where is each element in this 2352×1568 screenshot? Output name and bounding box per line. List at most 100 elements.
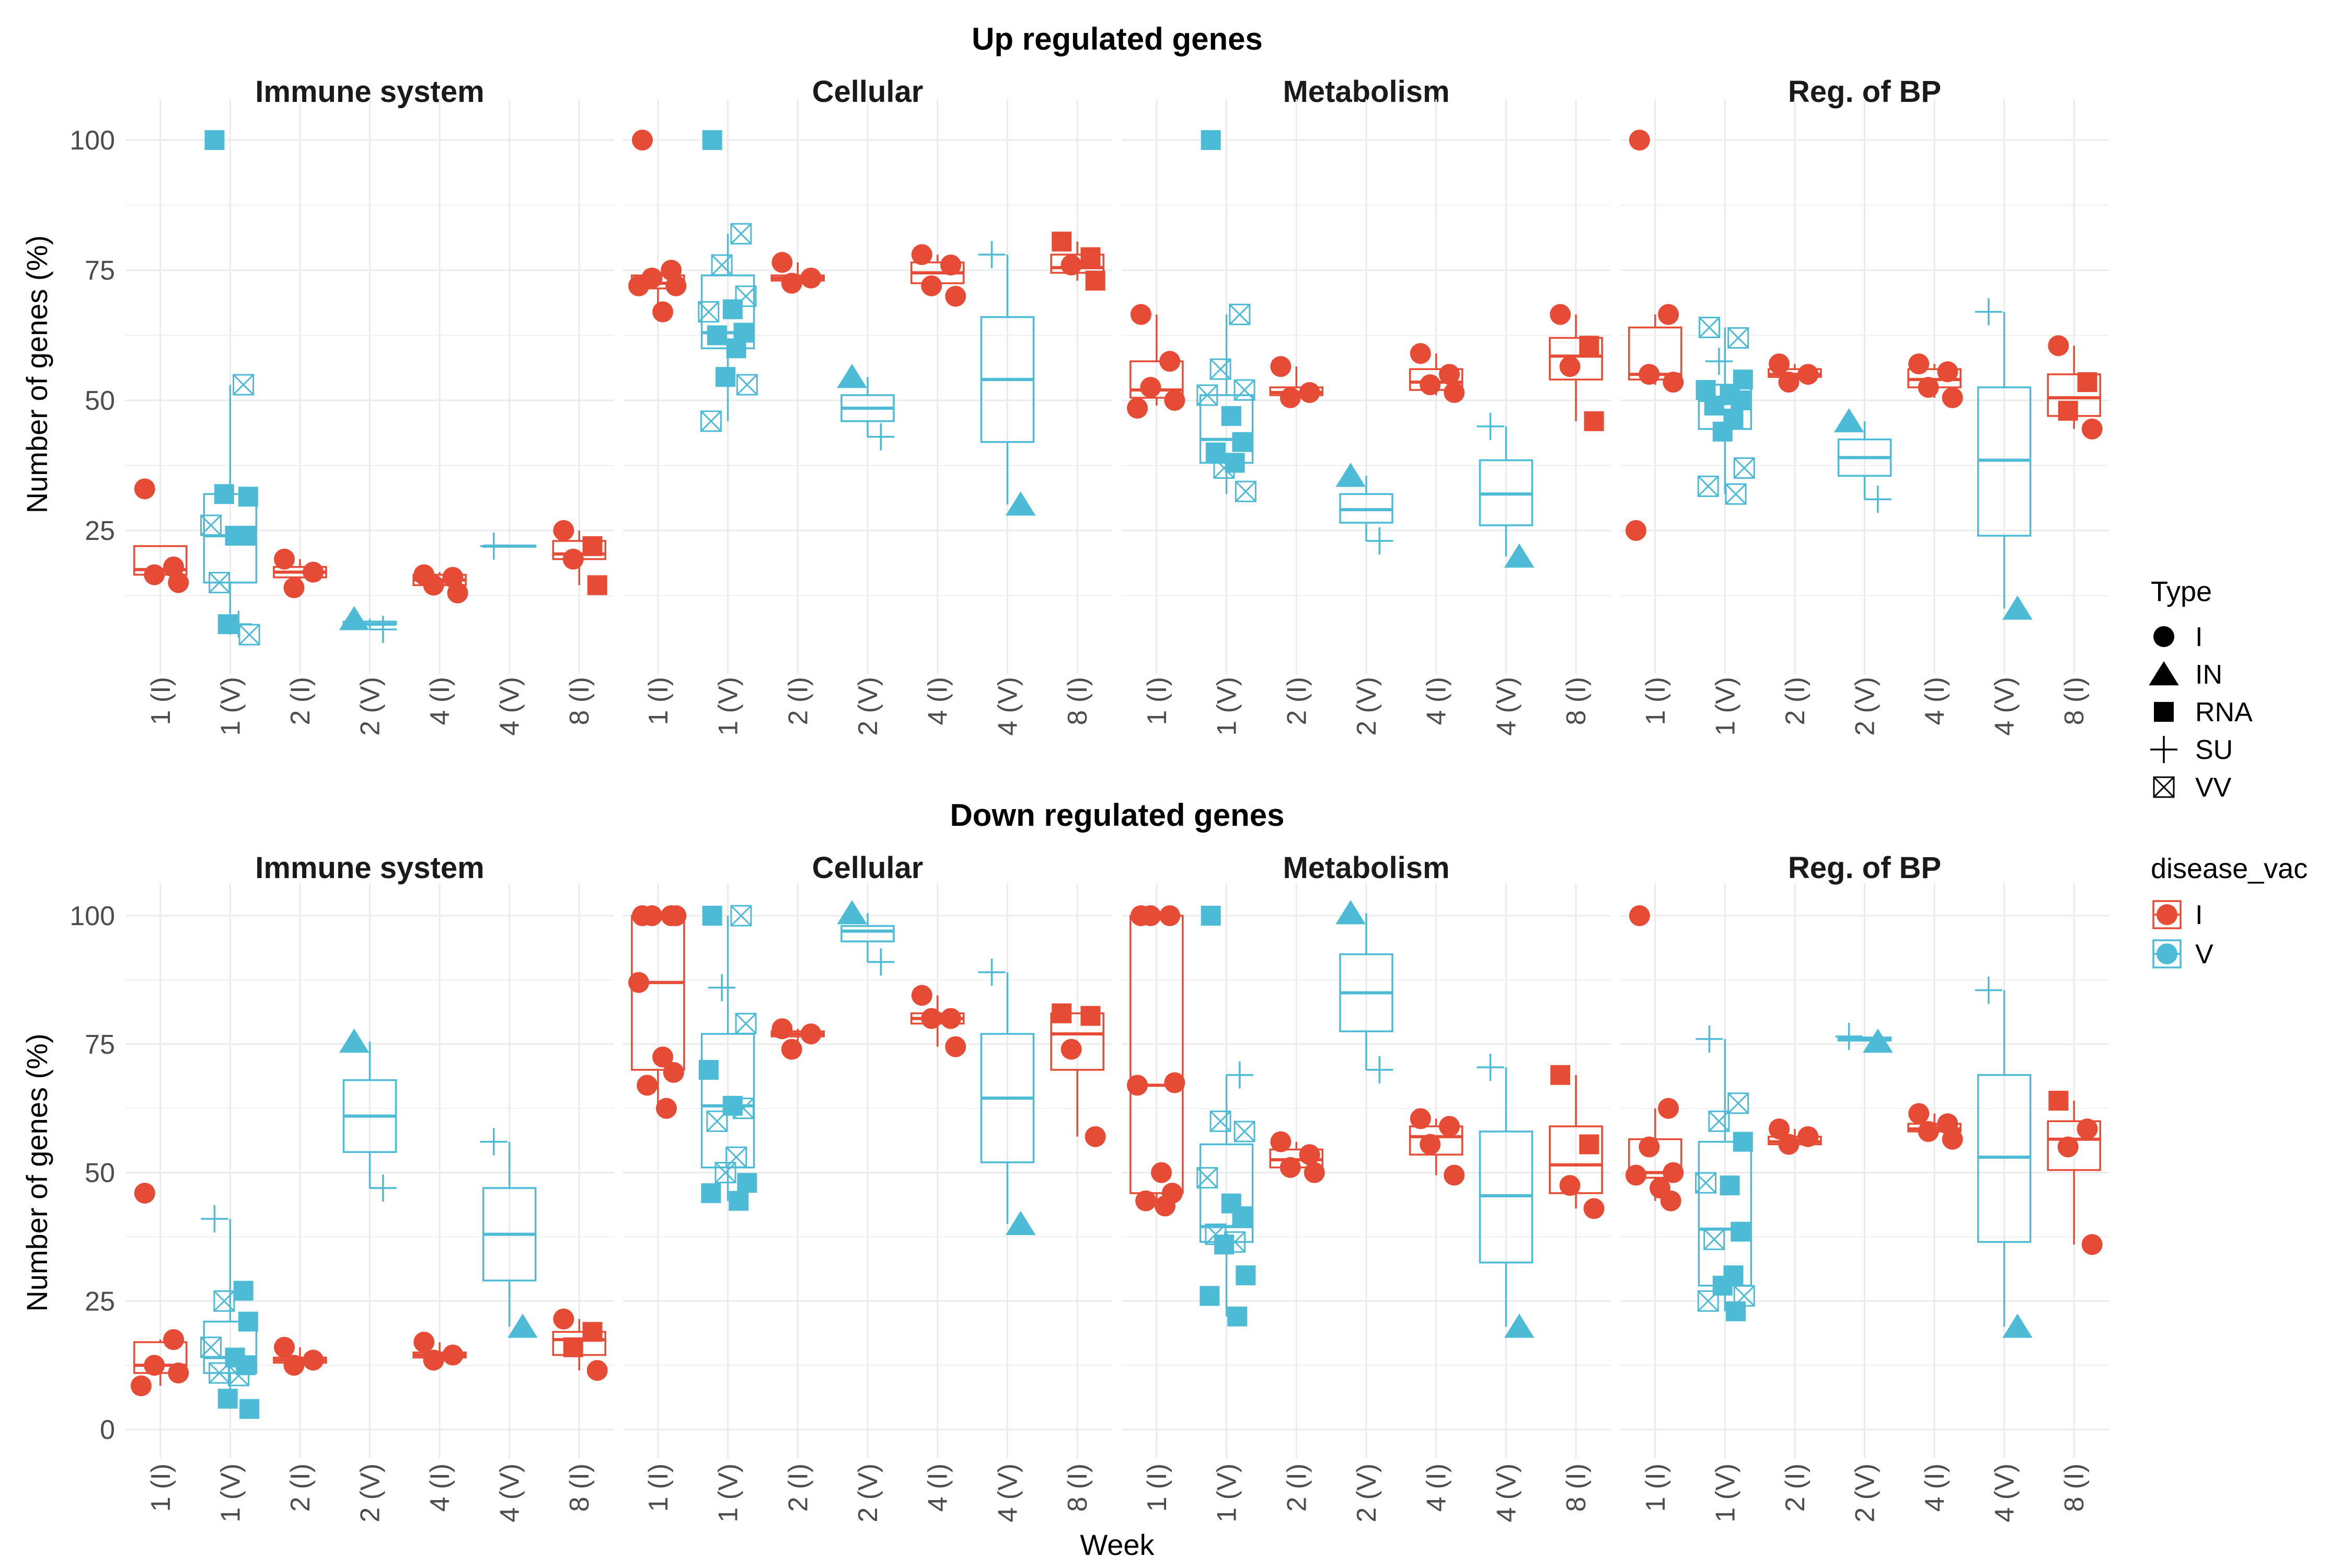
x-tick-label: 1 (I)	[643, 677, 674, 725]
box	[2047, 1120, 2101, 1171]
data-point	[1695, 1172, 1717, 1194]
data-point	[1550, 1065, 1571, 1085]
x-tick-label: 2 (I)	[1780, 677, 1811, 725]
down-regulated-row: Down regulated genes 0 25 50 75 100 Number of …	[20, 798, 2109, 1523]
data-point	[1629, 130, 1650, 151]
boxplot	[133, 478, 189, 593]
x-tick-label: 2 (I)	[285, 1463, 316, 1512]
row-title: Down regulated genes	[950, 798, 1284, 833]
data-point	[771, 1018, 793, 1040]
legend-label: I	[2195, 900, 2203, 930]
data-point	[1697, 475, 1719, 497]
data-point	[369, 1174, 397, 1202]
data-point	[1726, 1301, 1746, 1321]
data-point	[628, 972, 650, 993]
data-point	[1639, 364, 1660, 385]
data-point	[702, 130, 722, 150]
data-point	[163, 1329, 185, 1350]
data-point	[1279, 1157, 1301, 1178]
x-tick-label: 2 (I)	[285, 677, 316, 725]
x-tick-label: 2 (I)	[783, 1463, 813, 1512]
data-point	[1299, 1144, 1320, 1166]
data-point	[735, 1012, 757, 1034]
data-point	[442, 1344, 464, 1366]
data-point	[730, 905, 752, 927]
x-tick-label: 8 (I)	[1561, 1463, 1592, 1512]
data-point	[1975, 976, 2002, 1004]
data-point	[781, 1039, 802, 1060]
boxplot	[1269, 356, 1324, 409]
x-tick-label: 1 (V)	[1212, 677, 1242, 736]
x-tick-label: 1 (V)	[1212, 1463, 1242, 1523]
data-point	[771, 252, 793, 273]
data-point	[1366, 1056, 1393, 1083]
data-point	[665, 905, 687, 926]
x-tick-label: 1 (V)	[215, 1463, 246, 1523]
data-point	[1005, 1210, 1036, 1236]
data-point	[1660, 1190, 1681, 1212]
data-point	[209, 572, 230, 594]
data-point	[1270, 356, 1292, 377]
data-point	[701, 1183, 721, 1203]
data-point	[1233, 379, 1255, 401]
data-point	[283, 1355, 305, 1376]
y-tick-label: 75	[85, 256, 115, 286]
data-point	[725, 1146, 747, 1168]
x-tick-label: 1 (I)	[643, 1463, 674, 1512]
boxplot	[200, 130, 260, 645]
legend-label: SU	[2195, 735, 2233, 765]
legend-title: Type	[2151, 576, 2212, 607]
data-point	[1942, 1128, 1963, 1150]
data-point	[1060, 1039, 1082, 1060]
boxplot	[1975, 976, 2033, 1338]
data-point	[204, 130, 225, 150]
data-point	[1410, 1108, 1431, 1129]
data-point	[1559, 356, 1581, 377]
data-point	[707, 325, 727, 345]
legend-title: disease_vac	[2151, 853, 2308, 884]
boxplot	[628, 905, 687, 1119]
data-point	[1164, 1072, 1185, 1093]
data-point	[274, 548, 295, 570]
data-point	[582, 536, 603, 556]
data-point	[1705, 348, 1733, 375]
data-point	[1778, 372, 1800, 393]
data-point	[1797, 364, 1819, 385]
data-point	[1200, 1286, 1220, 1306]
data-point	[213, 1290, 235, 1312]
data-point	[144, 564, 165, 585]
boxplot	[130, 1182, 189, 1397]
data-point	[1658, 304, 1679, 325]
data-point	[1439, 364, 1460, 385]
data-point	[423, 1350, 444, 1371]
data-point	[702, 906, 722, 926]
x-tick-label: 2 (V)	[1850, 1463, 1881, 1523]
data-point	[553, 1308, 574, 1330]
data-point	[867, 948, 895, 976]
data-point	[1834, 408, 1864, 433]
data-point	[1769, 353, 1790, 375]
x-tick-label: 2 (I)	[1282, 1463, 1312, 1512]
data-point	[1696, 1025, 1723, 1053]
boxplot	[978, 959, 1036, 1236]
data-point	[1299, 382, 1320, 403]
data-point	[945, 285, 966, 307]
data-point	[1209, 1110, 1231, 1132]
data-point	[586, 1359, 608, 1381]
data-point	[587, 575, 607, 595]
boxplot	[1127, 304, 1185, 419]
data-point	[1164, 390, 1185, 411]
data-point	[1196, 1167, 1218, 1189]
boxplot	[698, 905, 757, 1211]
data-point	[729, 1191, 749, 1211]
y-axis-title: Number of genes (%)	[20, 1033, 53, 1311]
data-point	[1005, 491, 1036, 516]
x-tick-label: 4 (V)	[993, 677, 1023, 736]
x-tick-label: 1 (V)	[713, 1463, 744, 1523]
boxplot	[480, 532, 537, 560]
boxplot	[1196, 130, 1256, 502]
x-tick-label: 2 (V)	[1352, 677, 1382, 736]
facet-panel: Reg. of BP 1 (I) 1 (V) 2 (I) 2 (V) 4 (I) 4 (V)…	[1620, 851, 2109, 1523]
